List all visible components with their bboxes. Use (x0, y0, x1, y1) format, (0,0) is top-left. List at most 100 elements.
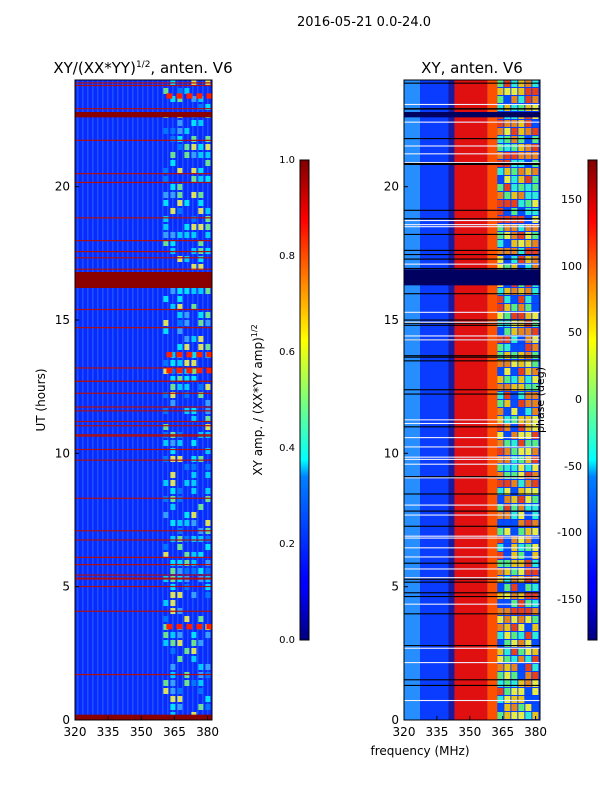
panel1-flag-line (75, 434, 212, 436)
colorbar-phase: -150 -100 -50 0 50 100 150 phase (deg) (534, 159, 598, 641)
panel2-frame (403, 79, 541, 721)
panel2-xtick-label: 365 (491, 725, 514, 739)
panel1-flag-line (75, 308, 212, 311)
panel1-flagged-band (75, 714, 212, 720)
panel1-heatmap-cell (170, 232, 176, 238)
panel2-heatmap-cell (518, 712, 525, 719)
panel2-heatmap-cell (525, 448, 532, 455)
panel1-heatmap-cell (198, 504, 204, 510)
panel2-flag-line (404, 568, 540, 570)
panel1-heatmap-cell (191, 376, 197, 382)
panel2-heatmap-cell (532, 464, 539, 471)
panel2-heatmap-cell (518, 216, 525, 223)
panel2-heatmap-cell (497, 592, 504, 599)
panel2-flag-line (404, 103, 540, 106)
panel1-heatmap-cell (191, 568, 197, 574)
panel1-heatmap-cell (205, 592, 211, 598)
panel2-heatmap-cell (525, 288, 532, 295)
panel2-heatmap-cell (511, 392, 518, 399)
panel2-heatmap-cell (504, 616, 511, 623)
panel1-flag-line (75, 673, 212, 676)
panel2-heatmap-cell (532, 168, 539, 175)
panel2-heatmap-cell (511, 304, 518, 311)
panel2-heatmap-cell (497, 192, 504, 199)
panel1-heatmap-cell (170, 704, 176, 710)
panel2-heatmap-cell (532, 448, 539, 455)
panel2-heatmap-cell (504, 432, 511, 439)
panel1-heatmap-cell (177, 328, 183, 334)
panel2-heatmap-cell (511, 688, 518, 695)
panel2-heatmap-cell (511, 472, 518, 479)
panel1-flag-line (75, 139, 212, 141)
panel1-heatmap-cell (198, 176, 204, 182)
panel2-heatmap-cell (511, 680, 518, 687)
panel2-heatmap-cell (532, 664, 539, 671)
panel2-heatmap-cell (504, 312, 511, 319)
panel2-heatmap-cell (525, 168, 532, 175)
panel1-heatmap-cell (184, 320, 190, 326)
panel2-heatmap-cell (518, 136, 525, 143)
panel1-heatmap-cell (205, 704, 211, 710)
panel1-ytick-label: 0 (62, 713, 70, 727)
panel2-heatmap-cell (504, 656, 511, 663)
panel1-heatmap-cell (177, 704, 183, 710)
panel2-heatmap-cell (511, 504, 518, 511)
panel1-heatmap-cell (184, 520, 190, 526)
panel1-frame (74, 79, 213, 721)
panel2-heatmap-cell (525, 592, 532, 599)
panel2-heatmap-cell (525, 464, 532, 471)
panel2-heatmap-cell (504, 240, 511, 247)
panel2-heatmap-cell (504, 704, 511, 711)
panel2-heatmap-cell (532, 344, 539, 351)
panel2-heatmap-cell (504, 472, 511, 479)
panel2-heatmap-cell (518, 360, 525, 367)
panel1-heatmap-cell (177, 632, 183, 638)
panel1-heatmap-cell (198, 616, 204, 622)
panel2-heatmap-cell (532, 400, 539, 407)
panel2-flag-line (404, 581, 540, 583)
panel2-heatmap-cell (497, 624, 504, 631)
panel2-heatmap-cell (504, 624, 511, 631)
panel2-flag-line (404, 293, 540, 295)
panel2-heatmap-cell (504, 288, 511, 295)
panel2-heatmap-cell (518, 552, 525, 559)
panel2-heatmap-cell (525, 632, 532, 639)
panel2-heatmap-cell (525, 208, 532, 215)
panel1-heatmap-cell (191, 440, 197, 446)
panel2-heatmap-cell (518, 208, 525, 215)
panel1-heatmap-cell (205, 664, 211, 670)
panel-amplitude-ratio: XY/(XX*YY)1/2, anten. V6 UT (hours) 0 5 … (34, 59, 233, 739)
panel2-heatmap-cell (532, 496, 539, 503)
panel2-heatmap-cell (525, 408, 532, 415)
panel2-heatmap-cell (497, 640, 504, 647)
panel2-heatmap-cell (532, 600, 539, 607)
panel2-heatmap-cell (504, 360, 511, 367)
panel2-heatmap-cell (532, 432, 539, 439)
panel2-heatmap-cell (518, 464, 525, 471)
panel1-heatmap-cell (191, 224, 197, 230)
panel2-heatmap-cell (525, 536, 532, 543)
panel2-heatmap-cell (497, 304, 504, 311)
panel2-flag-line (404, 393, 540, 395)
panel2-heatmap-cell (504, 680, 511, 687)
panel2-heatmap-cell (511, 488, 518, 495)
panel1-heatmap-cell (191, 168, 197, 174)
colorbar2-tick-label: 150 (561, 193, 582, 206)
panel1-heatmap-cell (177, 144, 183, 150)
panel1-heatmap-cell (170, 240, 176, 246)
panel1-flag-line (75, 257, 212, 259)
panel1-hot-spot (206, 352, 213, 358)
panel2-heatmap-cell (497, 216, 504, 223)
panel2-flag-line (404, 360, 540, 362)
panel1-heatmap-cell (177, 568, 183, 574)
panel1-heatmap-cell (163, 232, 169, 238)
panel2-heatmap-cell (525, 480, 532, 487)
panel1-heatmap-cell (163, 512, 169, 518)
panel2-heatmap-cell (504, 144, 511, 151)
panel1-heatmap-cell (198, 688, 204, 694)
panel2-flag-line (404, 458, 540, 460)
panel1-heatmap-cell (184, 384, 190, 390)
panel1-heatmap-cell (177, 200, 183, 206)
panel2-heatmap-cell (518, 680, 525, 687)
panel2-heatmap-cell (518, 672, 525, 679)
